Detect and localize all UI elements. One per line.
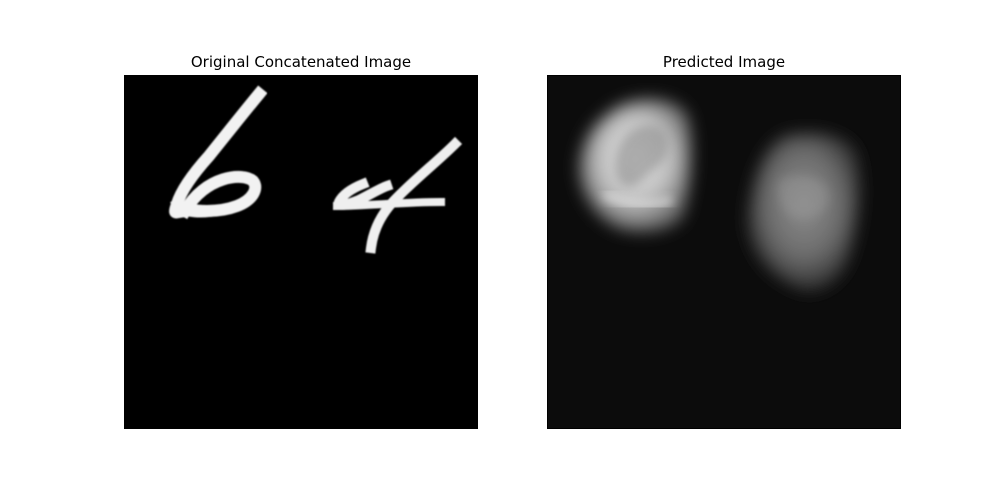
predicted-blob-right [747, 132, 861, 292]
digit-six-stroke [169, 85, 268, 220]
predicted-image [547, 75, 901, 429]
original-digits-graphic [125, 76, 477, 428]
digit-four-stroke [332, 136, 463, 254]
original-image-title: Original Concatenated Image [190, 53, 412, 71]
predicted-blobs-graphic [548, 76, 900, 428]
predicted-blob-left [579, 99, 692, 232]
predicted-image-title: Predicted Image [662, 53, 786, 71]
original-concatenated-image [124, 75, 478, 429]
